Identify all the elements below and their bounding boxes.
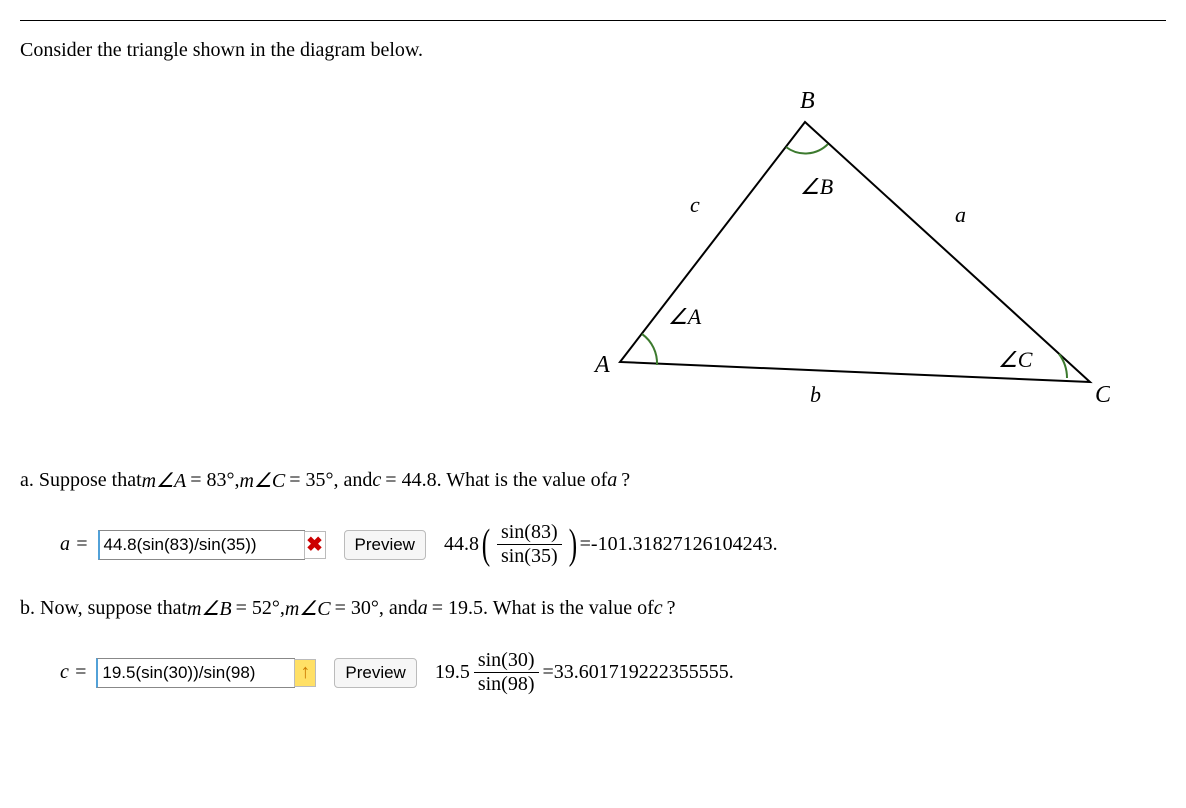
vertex-B-label: B: [800, 88, 815, 114]
preview-button-b[interactable]: Preview: [334, 658, 416, 688]
triangle-shape: [620, 122, 1090, 382]
a-label: a =: [60, 533, 89, 556]
a-status-icon: ✖: [304, 531, 326, 559]
part-b-answer-row: c = 19.5(sin(30))/sin(98) ↑ Preview 19.5…: [60, 649, 1166, 696]
part-a-answer-row: a = 44.8(sin(83)/sin(35)) ✖ Preview 44.8…: [60, 521, 1166, 568]
side-b-label: b: [810, 382, 821, 407]
part-b-question: b. Now, suppose that m∠B = 52°, m∠C = 30…: [20, 596, 1166, 621]
angle-B-label: ∠B: [800, 174, 833, 199]
c-status-icon: ↑: [294, 659, 316, 687]
a-input[interactable]: 44.8(sin(83)/sin(35)): [98, 530, 305, 560]
c-label: c =: [60, 661, 87, 684]
vertex-A-label: A: [593, 352, 610, 378]
triangle-diagram: A B C c a b ∠A ∠B ∠C: [580, 82, 1166, 428]
side-c-label: c: [690, 192, 700, 217]
arc-B: [786, 144, 828, 153]
side-a-label: a: [955, 202, 966, 227]
prompt-text: Consider the triangle shown in the diagr…: [20, 39, 1166, 62]
a-preview-math: 44.8 ( sin(83) sin(35) ) = -101.31827126…: [444, 521, 778, 568]
preview-button-a[interactable]: Preview: [344, 530, 426, 560]
c-preview-math: 19.5 sin(30) sin(98) = 33.60171922235555…: [435, 649, 734, 696]
part-a-question: a. Suppose that m∠A = 83°, m∠C = 35°, an…: [20, 468, 1166, 493]
angle-A-label: ∠A: [668, 304, 702, 329]
arc-A: [642, 334, 657, 365]
vertex-C-label: C: [1095, 382, 1110, 408]
divider: [20, 20, 1166, 21]
c-input[interactable]: 19.5(sin(30))/sin(98): [96, 658, 295, 688]
angle-C-label: ∠C: [998, 347, 1033, 372]
